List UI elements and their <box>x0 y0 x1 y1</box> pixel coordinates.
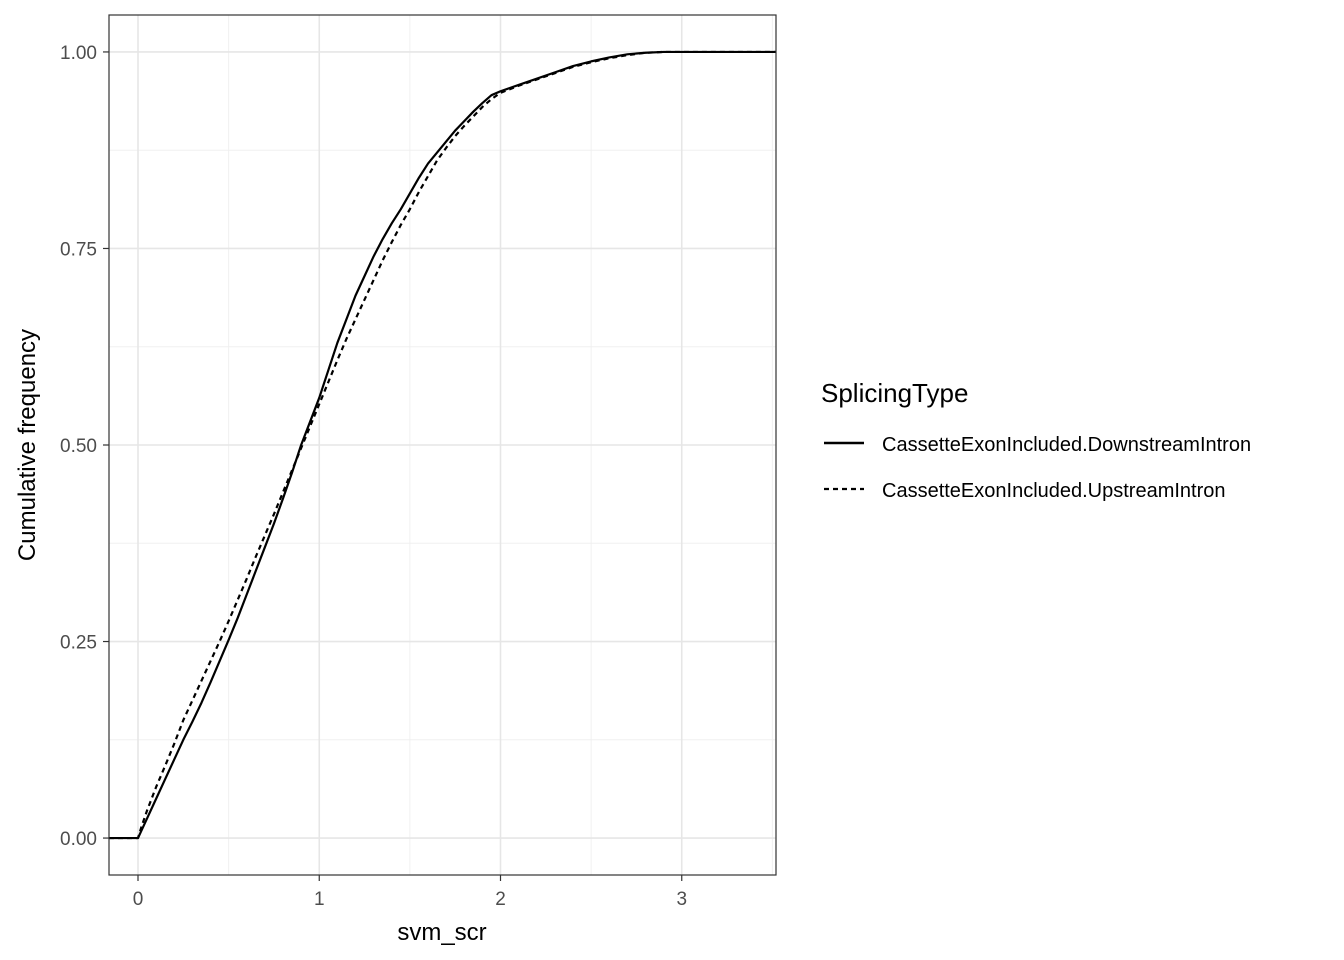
x-tick-label: 3 <box>676 889 687 910</box>
y-tick-label: 0.00 <box>60 829 97 850</box>
series-layer <box>109 50 776 840</box>
legend-title: SplicingType <box>821 378 968 408</box>
x-tick-label: 2 <box>495 889 506 910</box>
y-axis-title: Cumulative frequency <box>14 329 41 561</box>
x-tick-label: 0 <box>133 889 144 910</box>
y-tick-label: 0.50 <box>60 436 97 457</box>
x-axis: 0 1 2 3 <box>133 875 687 910</box>
y-tick-label: 1.00 <box>60 43 97 64</box>
y-tick-label: 0.25 <box>60 633 97 654</box>
x-axis-title: svm_scr <box>397 919 486 946</box>
legend: SplicingType CassetteExonIncluded.Downst… <box>821 378 1251 502</box>
legend-label-upstream: CassetteExonIncluded.UpstreamIntron <box>882 480 1226 502</box>
major-grid <box>109 15 776 875</box>
y-axis: 0.00 0.25 0.50 0.75 1.00 <box>60 43 109 850</box>
y-tick-label: 0.75 <box>60 239 97 260</box>
x-tick-label: 1 <box>314 889 325 910</box>
series-line-downstream <box>109 50 776 840</box>
legend-label-downstream: CassetteExonIncluded.DownstreamIntron <box>882 434 1251 456</box>
